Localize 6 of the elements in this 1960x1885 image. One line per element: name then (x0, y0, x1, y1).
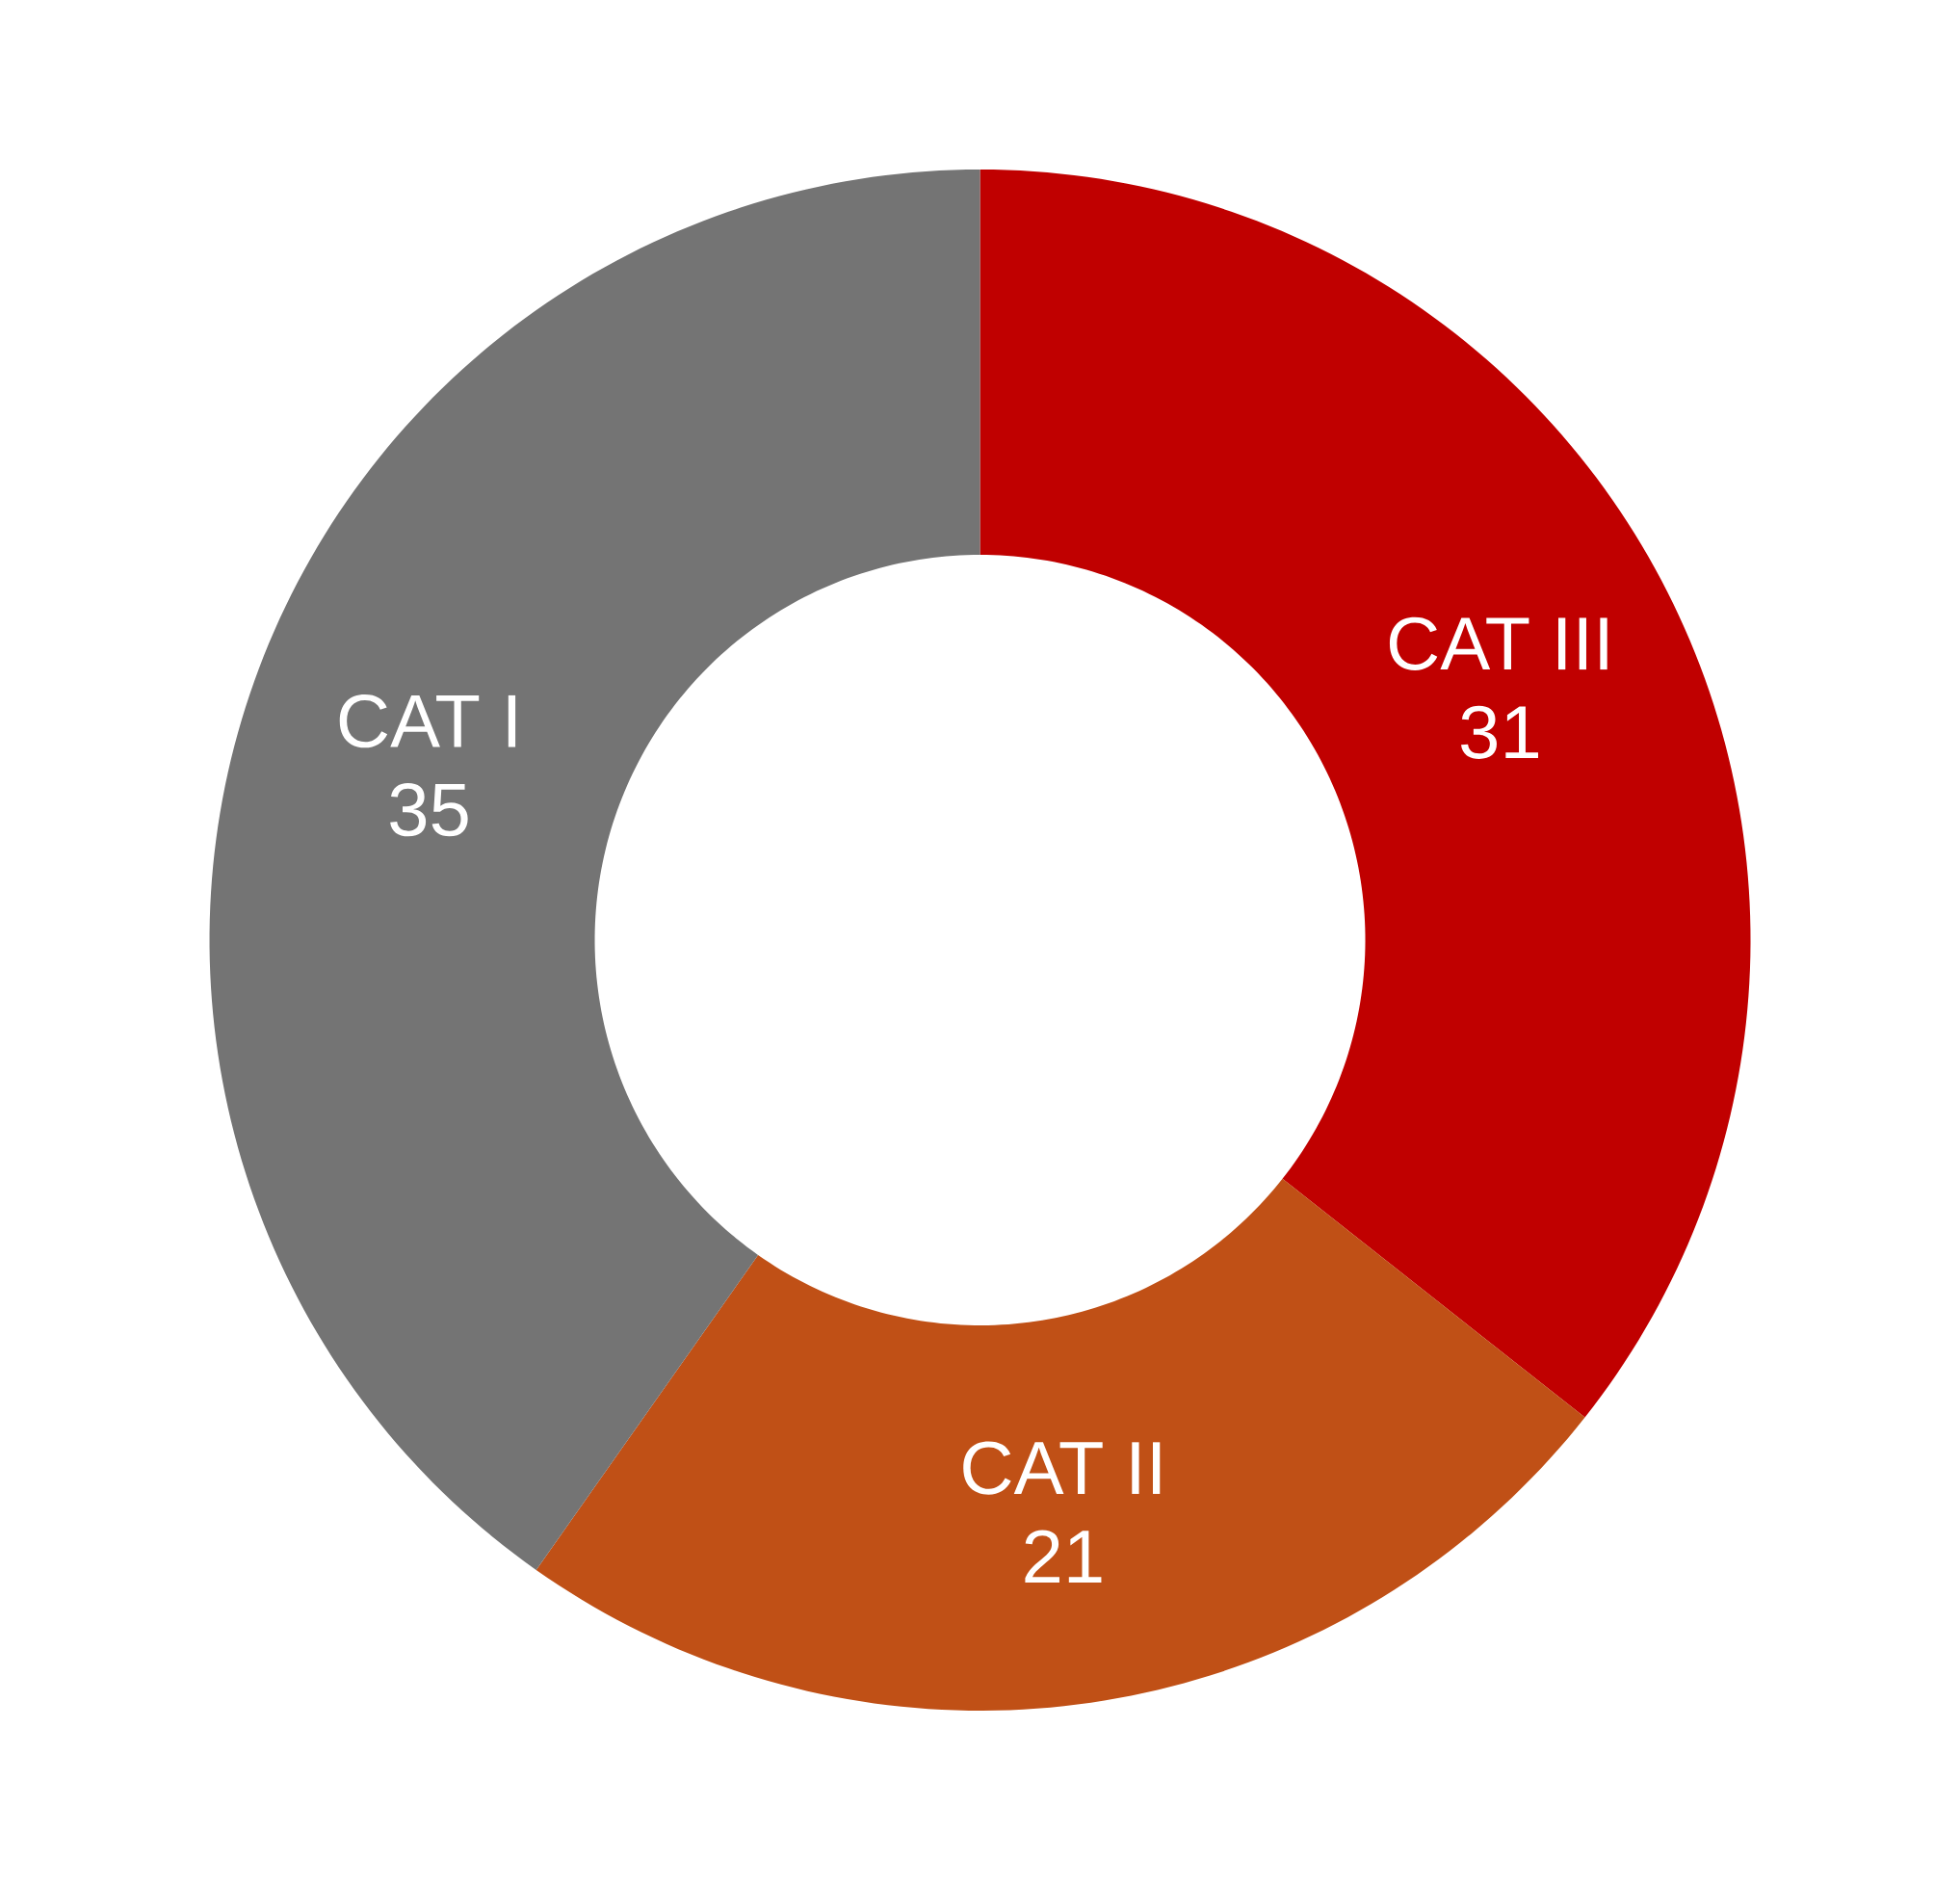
slice-label: CAT III (1389, 616, 1607, 670)
data-label: 35 (390, 783, 468, 837)
data-label: 31 (1461, 705, 1538, 759)
slice-label: CAT II (963, 1441, 1161, 1495)
data-label: 21 (1025, 1530, 1102, 1583)
slice-label: CAT I (339, 694, 516, 748)
